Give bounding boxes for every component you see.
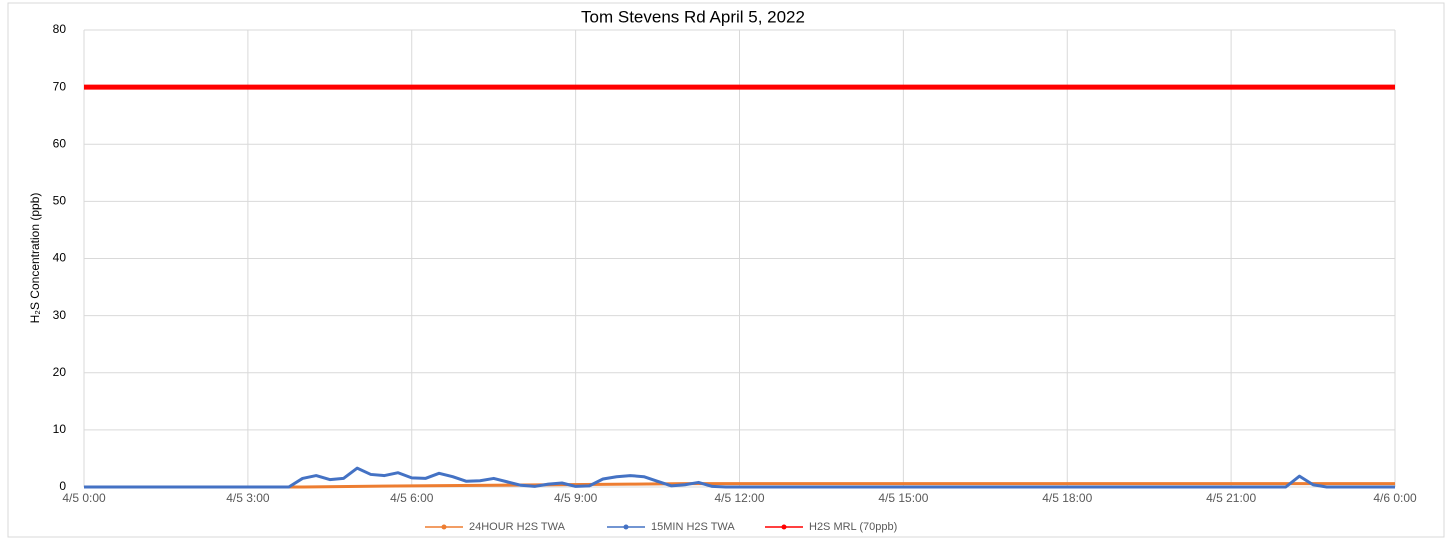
- legend-marker: [781, 524, 787, 530]
- x-tick-label: 4/5 6:00: [390, 491, 434, 505]
- x-tick-label: 4/5 0:00: [62, 491, 106, 505]
- y-tick-label: 40: [53, 251, 67, 265]
- chart-border: [7, 2, 1445, 538]
- series-line: [84, 466, 1395, 489]
- x-tick-label: 4/5 12:00: [714, 491, 764, 505]
- chart-title: Tom Stevens Rd April 5, 2022: [581, 7, 805, 26]
- y-tick-label: 80: [53, 22, 67, 36]
- legend-label: 15MIN H2S TWA: [651, 521, 735, 533]
- y-tick-label: 0: [59, 479, 66, 493]
- y-tick-label: 20: [53, 365, 67, 379]
- y-axis-label: H₂S Concentration (ppb): [28, 193, 42, 324]
- y-tick-label: 50: [53, 194, 67, 208]
- x-tick-label: 4/5 9:00: [554, 491, 598, 505]
- y-tick-label: 60: [53, 136, 67, 150]
- legend-marker: [441, 524, 447, 530]
- x-tick-label: 4/5 21:00: [1206, 491, 1256, 505]
- x-tick-label: 4/5 15:00: [878, 491, 928, 505]
- x-tick-label: 4/6 0:00: [1373, 491, 1417, 505]
- y-tick-label: 30: [53, 308, 67, 322]
- legend-label: H2S MRL (70ppb): [809, 521, 897, 533]
- x-tick-label: 4/5 18:00: [1042, 491, 1092, 505]
- y-tick-label: 70: [53, 79, 67, 93]
- legend-marker: [623, 524, 629, 530]
- y-tick-label: 10: [53, 422, 67, 436]
- x-tick-label: 4/5 3:00: [226, 491, 270, 505]
- legend-label: 24HOUR H2S TWA: [469, 521, 566, 533]
